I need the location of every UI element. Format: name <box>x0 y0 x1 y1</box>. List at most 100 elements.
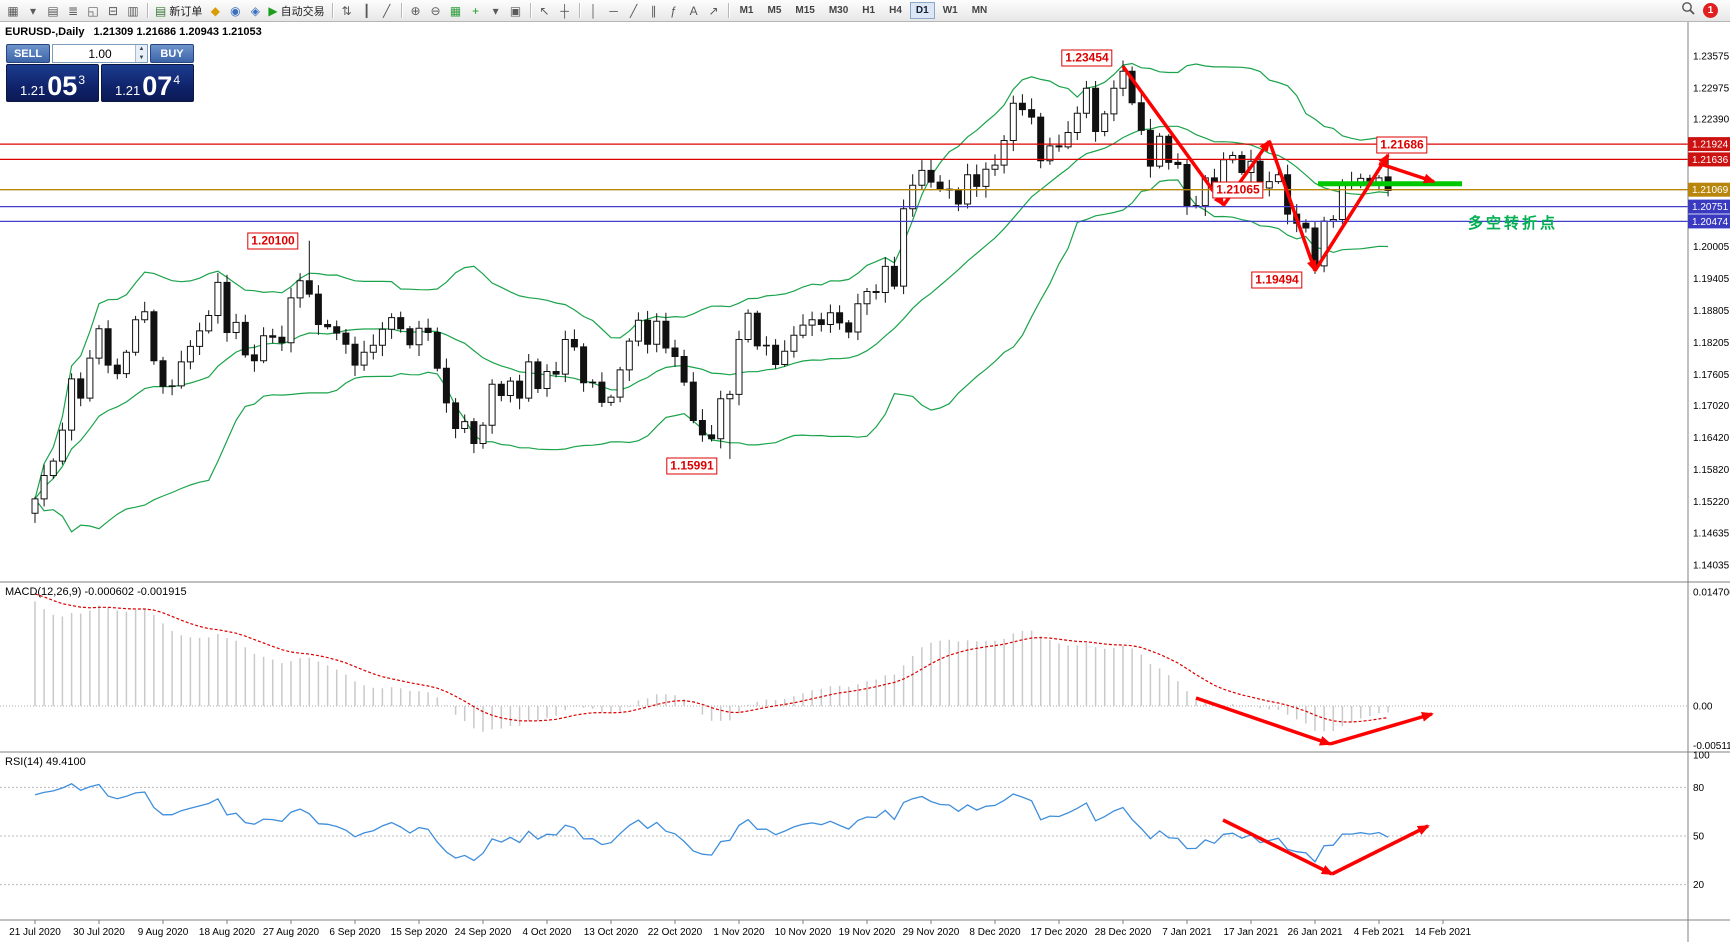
price-axis-label: 1.18205 <box>1693 338 1730 349</box>
timeframe-m15-button[interactable]: M15 <box>789 2 820 19</box>
autotrading-button[interactable]: ▶ 自动交易 <box>265 1 327 21</box>
help-button[interactable]: ◈ <box>245 1 265 21</box>
trend-arrow <box>1313 153 1390 272</box>
new-chart-button[interactable]: ▦ <box>3 1 23 21</box>
timeframe-m30-button[interactable]: M30 <box>823 2 854 19</box>
date-axis-label: 1 Nov 2020 <box>713 927 765 938</box>
search-icon[interactable] <box>1681 1 1695 20</box>
date-axis-label: 24 Sep 2020 <box>455 927 512 938</box>
sell-button[interactable]: SELL <box>6 44 50 63</box>
price-tag-label: 1.20474 <box>1692 217 1729 228</box>
ask-price[interactable]: 1.21 07 4 <box>101 64 194 102</box>
metaeditor-icon: ◆ <box>210 3 220 18</box>
channel-button[interactable]: ∥ <box>644 1 664 21</box>
toolbar-separator <box>578 3 580 18</box>
bull-candles <box>31 70 1383 514</box>
lot-up-icon[interactable]: ▲ <box>138 46 145 52</box>
lot-down-icon[interactable]: ▼ <box>138 54 145 61</box>
timeframe-m5-button[interactable]: M5 <box>761 2 787 19</box>
text-label-button[interactable]: A <box>684 1 704 21</box>
candle-mode-icon: ┃ <box>362 3 371 18</box>
navigator-button[interactable]: ⊟ <box>103 1 123 21</box>
metaeditor-button[interactable]: ◆ <box>205 1 225 21</box>
tile-windows-button[interactable]: ▦ <box>446 1 466 21</box>
price-annotation[interactable]: 1.15991 <box>666 457 718 475</box>
lot-size-value: 1.00 <box>88 46 112 61</box>
price-axis-label: 1.17605 <box>1693 370 1730 381</box>
bollinger-band <box>34 62 1389 500</box>
timeframe-w1-button[interactable]: W1 <box>937 2 964 19</box>
price-axis-label: 1.15220 <box>1693 497 1730 508</box>
crosshair-button[interactable]: ┼ <box>555 1 575 21</box>
candle-wicks <box>34 60 1389 523</box>
periods-button[interactable]: ▾ <box>486 1 506 21</box>
indicators-button[interactable]: + <box>466 1 486 21</box>
fibonacci-button[interactable]: ƒ <box>664 1 684 21</box>
date-axis-label: 8 Dec 2020 <box>969 927 1021 938</box>
timeframe-mn-button[interactable]: MN <box>966 2 994 19</box>
trend-arrow <box>1378 161 1436 184</box>
date-axis-label: 21 Jul 2020 <box>9 927 61 938</box>
toolbar-separator <box>331 3 333 18</box>
price-axis-label: 1.16420 <box>1693 433 1730 444</box>
horizontal-line-button[interactable]: ─ <box>604 1 624 21</box>
price-annotation[interactable]: 1.21065 <box>1212 181 1264 199</box>
zoom-out-icon: ⊖ <box>430 3 441 18</box>
lot-stepper[interactable]: ▲ ▼ <box>135 45 147 62</box>
price-chart[interactable]: 1.23575 1.22975 1.22390 1.20005 1.19405 1.188… <box>0 22 1730 942</box>
timeframe-h1-button[interactable]: H1 <box>856 2 881 19</box>
price-annotation[interactable]: 1.21686 <box>1376 136 1428 154</box>
data-window-button[interactable]: ◱ <box>83 1 103 21</box>
bid-price[interactable]: 1.21 05 3 <box>6 64 99 102</box>
zoom-out-button[interactable]: ⊖ <box>426 1 446 21</box>
arrows-tool-button[interactable]: ↗ <box>704 1 724 21</box>
price-annotation[interactable]: 1.20100 <box>247 232 299 250</box>
candle-mode-button[interactable]: ┃ <box>357 1 377 21</box>
cursor-icon: ↖ <box>539 3 550 18</box>
macd-axis-label: -0.005113 <box>1693 741 1730 752</box>
price-annotation[interactable]: 1.23454 <box>1061 49 1113 67</box>
profiles-button[interactable]: ▤ <box>43 1 63 21</box>
line-mode-icon: ╱ <box>382 3 391 18</box>
new-chart-dropdown-button[interactable]: ▾ <box>23 1 43 21</box>
trendline-button[interactable]: ╱ <box>624 1 644 21</box>
line-mode-button[interactable]: ╱ <box>377 1 397 21</box>
rsi-pane <box>0 783 1688 886</box>
main-pane <box>0 60 1688 533</box>
bid-pip-digit: 3 <box>78 73 86 87</box>
date-axis-label: 29 Nov 2020 <box>903 927 960 938</box>
notification-badge[interactable]: 1 <box>1703 3 1718 18</box>
price-axis-label: 1.14635 <box>1693 528 1730 539</box>
bar-chart-mode-button[interactable]: ⇅ <box>337 1 357 21</box>
tile-windows-icon: ▦ <box>449 3 462 18</box>
market-watch-button[interactable]: ≣ <box>63 1 83 21</box>
new-order-button[interactable]: ▤ 新订单 <box>152 1 205 21</box>
price-tag-label: 1.21636 <box>1692 155 1729 166</box>
lot-size-input[interactable]: 1.00 ▲ ▼ <box>52 44 148 63</box>
macd-axis-label: 0.00 <box>1693 702 1713 713</box>
terminal-button[interactable]: ▥ <box>123 1 143 21</box>
date-axis-label: 4 Feb 2021 <box>1354 927 1405 938</box>
buy-button[interactable]: BUY <box>150 44 194 63</box>
bollinger-band <box>34 179 1389 533</box>
macd-pane <box>0 593 1688 746</box>
vertical-line-button[interactable]: │ <box>584 1 604 21</box>
price-axis-label: 1.23575 <box>1693 52 1730 63</box>
price-tag-label: 1.20751 <box>1692 202 1729 213</box>
price-axis-label: 1.15820 <box>1693 465 1730 476</box>
price-axis-label: 1.19405 <box>1693 274 1730 285</box>
accounts-button[interactable]: ◉ <box>225 1 245 21</box>
timeframe-h4-button[interactable]: H4 <box>883 2 908 19</box>
timeframe-d1-button[interactable]: D1 <box>909 2 935 19</box>
macd-axis-label: 0.014706 <box>1693 588 1730 599</box>
templates-button[interactable]: ▣ <box>506 1 526 21</box>
timeframe-m1-button[interactable]: M1 <box>734 2 760 19</box>
cursor-button[interactable]: ↖ <box>535 1 555 21</box>
price-annotation[interactable]: 1.19494 <box>1251 271 1303 289</box>
templates-icon: ▣ <box>509 3 522 18</box>
zoom-in-button[interactable]: ⊕ <box>406 1 426 21</box>
trend-arrow <box>1121 65 1226 207</box>
one-click-trading-panel: SELL 1.00 ▲ ▼ BUY 1.21 05 3 1.21 07 4 <box>6 44 194 102</box>
turning-point-label[interactable]: 多空转折点 <box>1468 215 1559 232</box>
toolbar-buttons: ▦ ▾ ▤ ≣ ◱ ⊟ ▥ ▤ 新订单 ◆ ◉ ◈ ▶ 自动交易 ⇅ ┃ ╱ ⊕ ⊖ ▦ + ▾ ▣ ↖ ┼ │ ─ ╱ ∥ ƒ A ↗ M1 M… <box>0 0 994 21</box>
